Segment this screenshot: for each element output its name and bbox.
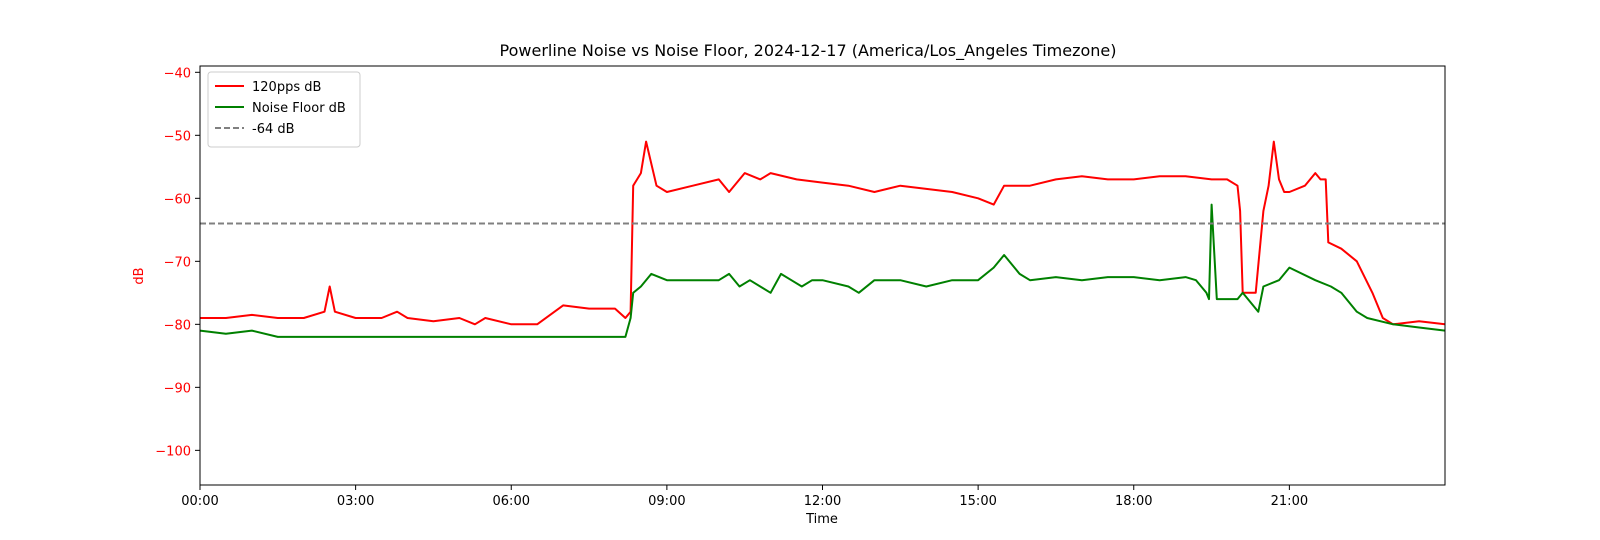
x-tick-label: 09:00 <box>648 494 685 509</box>
x-tick-label: 21:00 <box>1271 494 1308 509</box>
x-tick-label: 00:00 <box>181 494 218 509</box>
x-tick-label: 15:00 <box>959 494 996 509</box>
y-tick-label: −70 <box>164 255 191 270</box>
chart-title: Powerline Noise vs Noise Floor, 2024-12-… <box>500 41 1117 61</box>
y-tick-label: −100 <box>155 444 191 459</box>
y-tick-label: −60 <box>164 192 191 207</box>
x-tick-label: 18:00 <box>1115 494 1152 509</box>
legend-label: 120pps dB <box>252 80 321 95</box>
x-tick-label: 06:00 <box>493 494 530 509</box>
legend: 120pps dB Noise Floor dB -64 dB <box>207 71 361 148</box>
plot-area <box>199 140 1446 338</box>
y-tick-label: −90 <box>164 381 191 396</box>
legend-label: -64 dB <box>252 122 295 137</box>
x-tick-label: 12:00 <box>804 494 841 509</box>
legend-label: Noise Floor dB <box>252 101 346 116</box>
y-tick-label: −50 <box>164 129 191 144</box>
y-axis: −40 −50 −60 −70 −80 −90 −100 <box>155 66 200 459</box>
x-tick-label: 03:00 <box>337 494 374 509</box>
x-axis: 00:00 03:00 06:00 09:00 12:00 15:00 18:00 21:00 <box>181 485 1308 509</box>
legend-box <box>207 71 361 148</box>
y-tick-label: −80 <box>164 318 191 333</box>
y-tick-label: −40 <box>164 66 191 81</box>
series-line-1 <box>199 203 1446 338</box>
y-axis-label: dB <box>132 267 147 284</box>
series-line-0 <box>200 140 1446 326</box>
x-axis-label: Time <box>805 512 838 527</box>
